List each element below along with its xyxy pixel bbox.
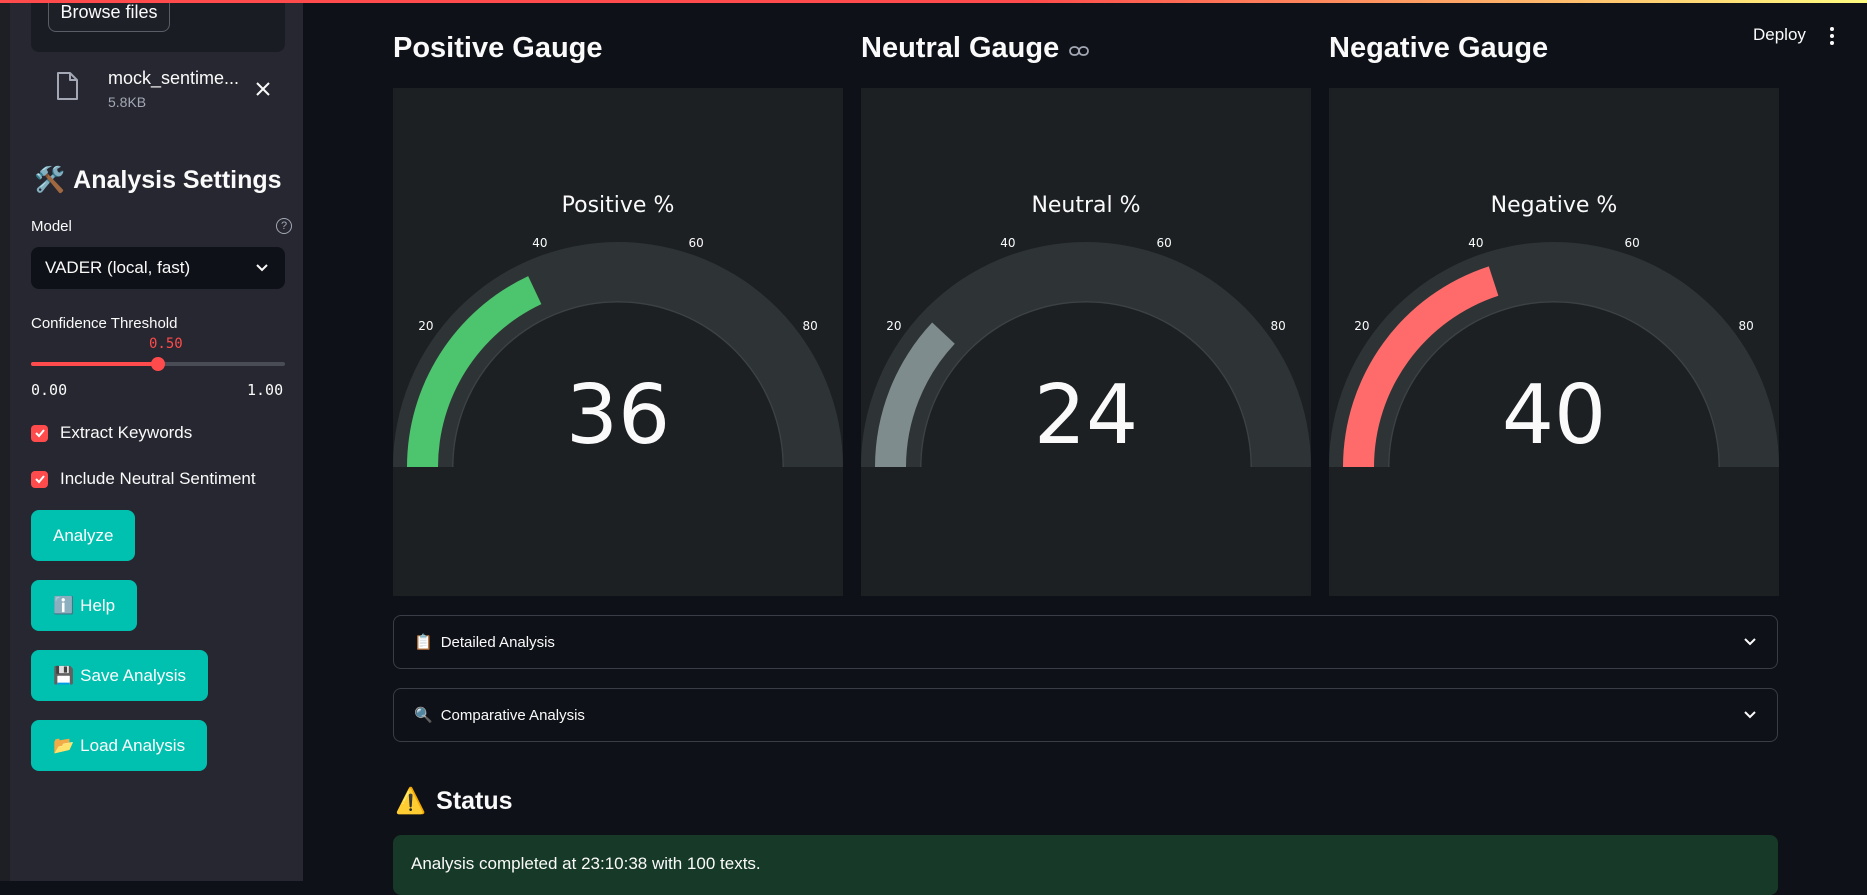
uploaded-file-item: mock_sentime... 5.8KB — [55, 64, 285, 116]
gauge-value-bar — [407, 276, 542, 467]
chevron-down-icon — [1743, 708, 1757, 726]
status-heading: ⚠️ Status — [395, 787, 513, 815]
gauge-tick-label: 60 — [1624, 236, 1639, 250]
extract-keywords-checkbox[interactable]: Extract Keywords — [31, 423, 192, 443]
gauge-value-bar — [875, 322, 955, 467]
gauge-tick-label: 80 — [1738, 319, 1753, 333]
gauge-title-label: Positive % — [562, 193, 675, 218]
file-icon — [55, 72, 79, 105]
positive-gauge-svg: Positive % 20 40 60 80 36 — [393, 193, 843, 467]
model-select[interactable]: VADER (local, fast) — [31, 247, 285, 289]
checkmark-icon[interactable] — [31, 470, 48, 488]
gauge-tick-label: 80 — [802, 319, 817, 333]
deploy-button[interactable]: Deploy — [1753, 25, 1806, 44]
comparative-analysis-expander[interactable]: 🔍 Comparative Analysis — [393, 688, 1778, 742]
gauge-title-label: Negative % — [1491, 193, 1618, 218]
browse-files-button[interactable]: Browse files — [48, 0, 170, 32]
gauge-tick-label: 20 — [1354, 319, 1369, 333]
gauge-value-number: 40 — [1502, 368, 1606, 463]
clipboard-icon: 📋 — [414, 634, 433, 651]
help-button[interactable]: ℹ️ Help — [31, 580, 138, 631]
gauge-track — [861, 242, 1311, 467]
file-name: mock_sentime... — [108, 68, 240, 88]
gauge-tick-label: 40 — [1000, 236, 1015, 250]
analyze-button[interactable]: Analyze — [31, 510, 136, 561]
slider-max-label: 1.00 — [247, 381, 284, 399]
gauge-tick-label: 40 — [1468, 236, 1483, 250]
negative-gauge-svg: Negative % 20 40 60 80 40 — [1329, 193, 1779, 467]
remove-file-close-icon[interactable] — [255, 77, 271, 103]
top-decoration-bar — [0, 0, 1867, 3]
gauge-value-number: 36 — [566, 368, 670, 463]
chevron-down-icon — [1743, 635, 1757, 653]
left-edge-strip — [0, 0, 10, 881]
help-tooltip-icon[interactable]: ? — [276, 218, 292, 234]
positive-gauge-chart: Positive % 20 40 60 80 36 — [393, 88, 843, 596]
sidebar: Browse files mock_sentime... 5.8KB 🛠️ An… — [10, 0, 303, 881]
tools-icon: 🛠️ — [34, 166, 66, 194]
negative-gauge-chart: Negative % 20 40 60 80 40 — [1329, 88, 1779, 596]
slider-fill — [31, 362, 158, 366]
checkmark-icon[interactable] — [31, 424, 48, 442]
negative-gauge-heading: Negative Gauge — [1329, 32, 1549, 64]
model-label: Model — [31, 218, 72, 235]
include-neutral-checkbox[interactable]: Include Neutral Sentiment — [31, 469, 256, 489]
load-analysis-button[interactable]: 📂 Load Analysis — [31, 720, 208, 771]
neutral-gauge-heading: Neutral Gauge — [861, 32, 1090, 65]
positive-gauge-heading: Positive Gauge — [393, 32, 603, 64]
main-menu-icon[interactable] — [1828, 26, 1836, 51]
gauge-tick-label: 40 — [532, 236, 547, 250]
magnifier-icon: 🔍 — [414, 707, 433, 724]
folder-icon: 📂 — [53, 735, 75, 755]
chevron-down-icon — [255, 260, 269, 280]
slider-thumb[interactable] — [151, 357, 165, 371]
gauge-tick-label: 20 — [886, 319, 901, 333]
link-icon[interactable] — [1069, 32, 1090, 65]
floppy-disk-icon: 💾 — [53, 665, 75, 685]
warning-icon: ⚠️ — [395, 787, 427, 815]
info-icon: ℹ️ — [53, 595, 75, 615]
slider-min-label: 0.00 — [31, 381, 68, 399]
gauge-tick-label: 80 — [1270, 319, 1285, 333]
confidence-threshold-label: Confidence Threshold — [31, 315, 178, 332]
analysis-settings-heading: 🛠️ Analysis Settings — [34, 166, 282, 194]
gauge-title-label: Neutral % — [1031, 193, 1140, 218]
gauge-tick-label: 20 — [418, 319, 433, 333]
neutral-gauge-chart: Neutral % 20 40 60 80 24 — [861, 88, 1311, 596]
detailed-analysis-expander[interactable]: 📋 Detailed Analysis — [393, 615, 1778, 669]
gauge-tick-label: 60 — [688, 236, 703, 250]
status-success-message: Analysis completed at 23:10:38 with 100 … — [393, 835, 1778, 895]
save-analysis-button[interactable]: 💾 Save Analysis — [31, 650, 209, 701]
file-size: 5.8KB — [108, 94, 147, 110]
slider-current-value: 0.50 — [149, 336, 183, 352]
neutral-gauge-svg: Neutral % 20 40 60 80 24 — [861, 193, 1311, 467]
confidence-slider[interactable] — [31, 357, 285, 371]
gauge-tick-label: 60 — [1156, 236, 1171, 250]
gauge-value-bar — [1343, 266, 1499, 467]
gauge-value-number: 24 — [1034, 368, 1138, 463]
